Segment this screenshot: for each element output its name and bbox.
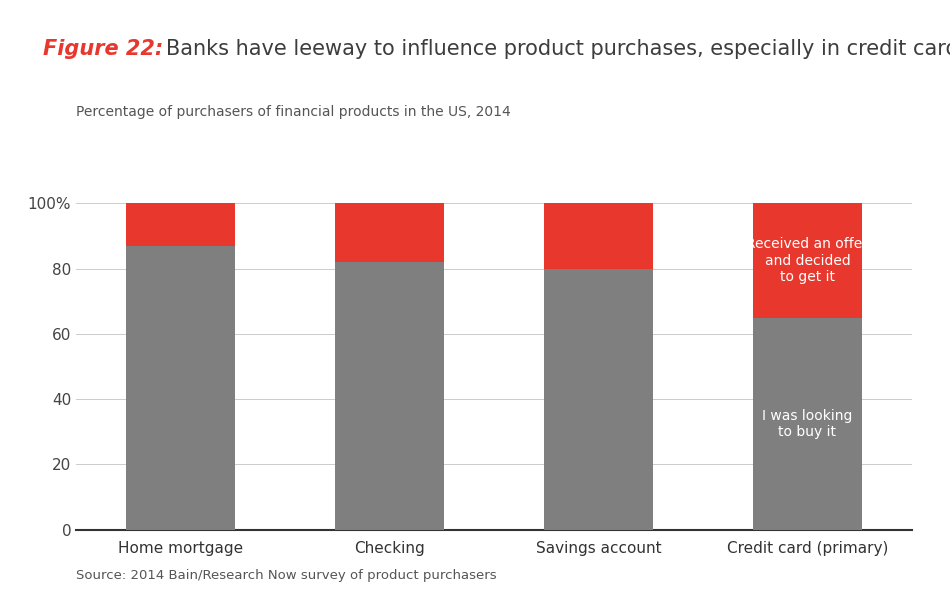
Text: Figure 22:: Figure 22:	[43, 39, 163, 59]
Bar	[753, 318, 862, 530]
Text: Received an offer
and decided
to get it: Received an offer and decided to get it	[747, 237, 868, 284]
Bar	[335, 262, 444, 530]
Bar	[544, 268, 653, 530]
Bar	[126, 246, 235, 530]
Text: Source: 2014 Bain/Research Now survey of product purchasers: Source: 2014 Bain/Research Now survey of…	[76, 569, 497, 582]
Bar	[335, 203, 444, 262]
Bar	[544, 203, 653, 268]
Text: Percentage of purchasers of financial products in the US, 2014: Percentage of purchasers of financial pr…	[76, 105, 511, 119]
Bar	[126, 203, 235, 246]
Text: I was looking
to buy it: I was looking to buy it	[762, 409, 853, 439]
Text: Banks have leeway to influence product purchases, especially in credit cards: Banks have leeway to influence product p…	[166, 39, 950, 59]
Bar	[753, 203, 862, 318]
